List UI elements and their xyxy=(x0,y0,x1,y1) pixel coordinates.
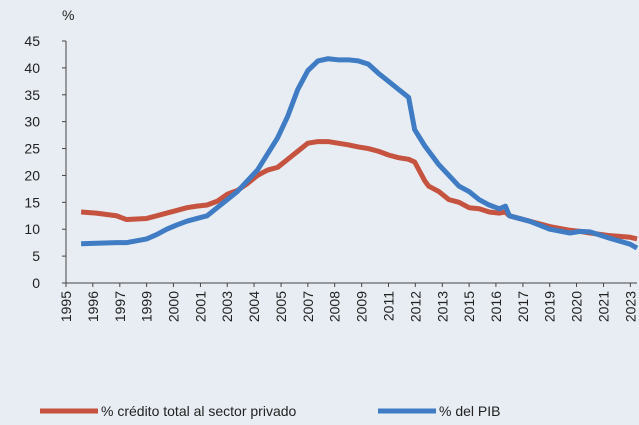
x-tick-label: 1996 xyxy=(85,291,101,322)
legend-label: % del PIB xyxy=(439,403,500,419)
x-tick-label: 1999 xyxy=(139,291,155,322)
y-tick-label: 35 xyxy=(24,87,40,103)
x-tick-label: 2009 xyxy=(354,291,370,322)
x-tick-label: 2020 xyxy=(569,291,585,322)
y-tick-label: 40 xyxy=(24,60,40,76)
x-tick-label: 2011 xyxy=(380,291,396,321)
y-tick-label: 5 xyxy=(32,248,40,264)
y-axis-label: % xyxy=(62,7,74,23)
y-tick-label: 30 xyxy=(24,114,40,130)
y-tick-label: 45 xyxy=(24,33,40,49)
x-tick-label: 1997 xyxy=(112,291,128,322)
data-line xyxy=(81,56,639,251)
x-tick-label: 2023 xyxy=(622,291,638,322)
x-tick-label: 2005 xyxy=(273,291,289,322)
legend-label: % crédito total al sector privado xyxy=(101,403,297,419)
y-tick-label: 0 xyxy=(32,275,40,291)
x-tick-label: 2021 xyxy=(596,291,612,322)
x-tick-label: 2008 xyxy=(327,291,343,322)
x-tick-label: 2019 xyxy=(542,291,558,322)
y-tick-label: 25 xyxy=(24,141,40,157)
x-tick-label: 2016 xyxy=(488,291,504,322)
y-tick-label: 15 xyxy=(24,194,40,210)
x-tick-label: 1995 xyxy=(58,291,74,322)
x-tick-label: 2015 xyxy=(461,291,477,322)
x-tick-label: 2012 xyxy=(407,291,423,322)
data-line xyxy=(80,139,638,242)
y-tick-label: 20 xyxy=(24,167,40,183)
x-tick-label: 2001 xyxy=(192,291,208,322)
y-tick-label: 10 xyxy=(24,221,40,237)
x-tick-label: 2013 xyxy=(434,291,450,322)
x-tick-label: 2007 xyxy=(300,291,316,322)
x-tick-label: 2003 xyxy=(219,291,235,322)
x-tick-label: 2004 xyxy=(246,291,262,322)
x-tick-label: 2000 xyxy=(165,291,181,322)
x-tick-label: 2017 xyxy=(515,291,531,322)
